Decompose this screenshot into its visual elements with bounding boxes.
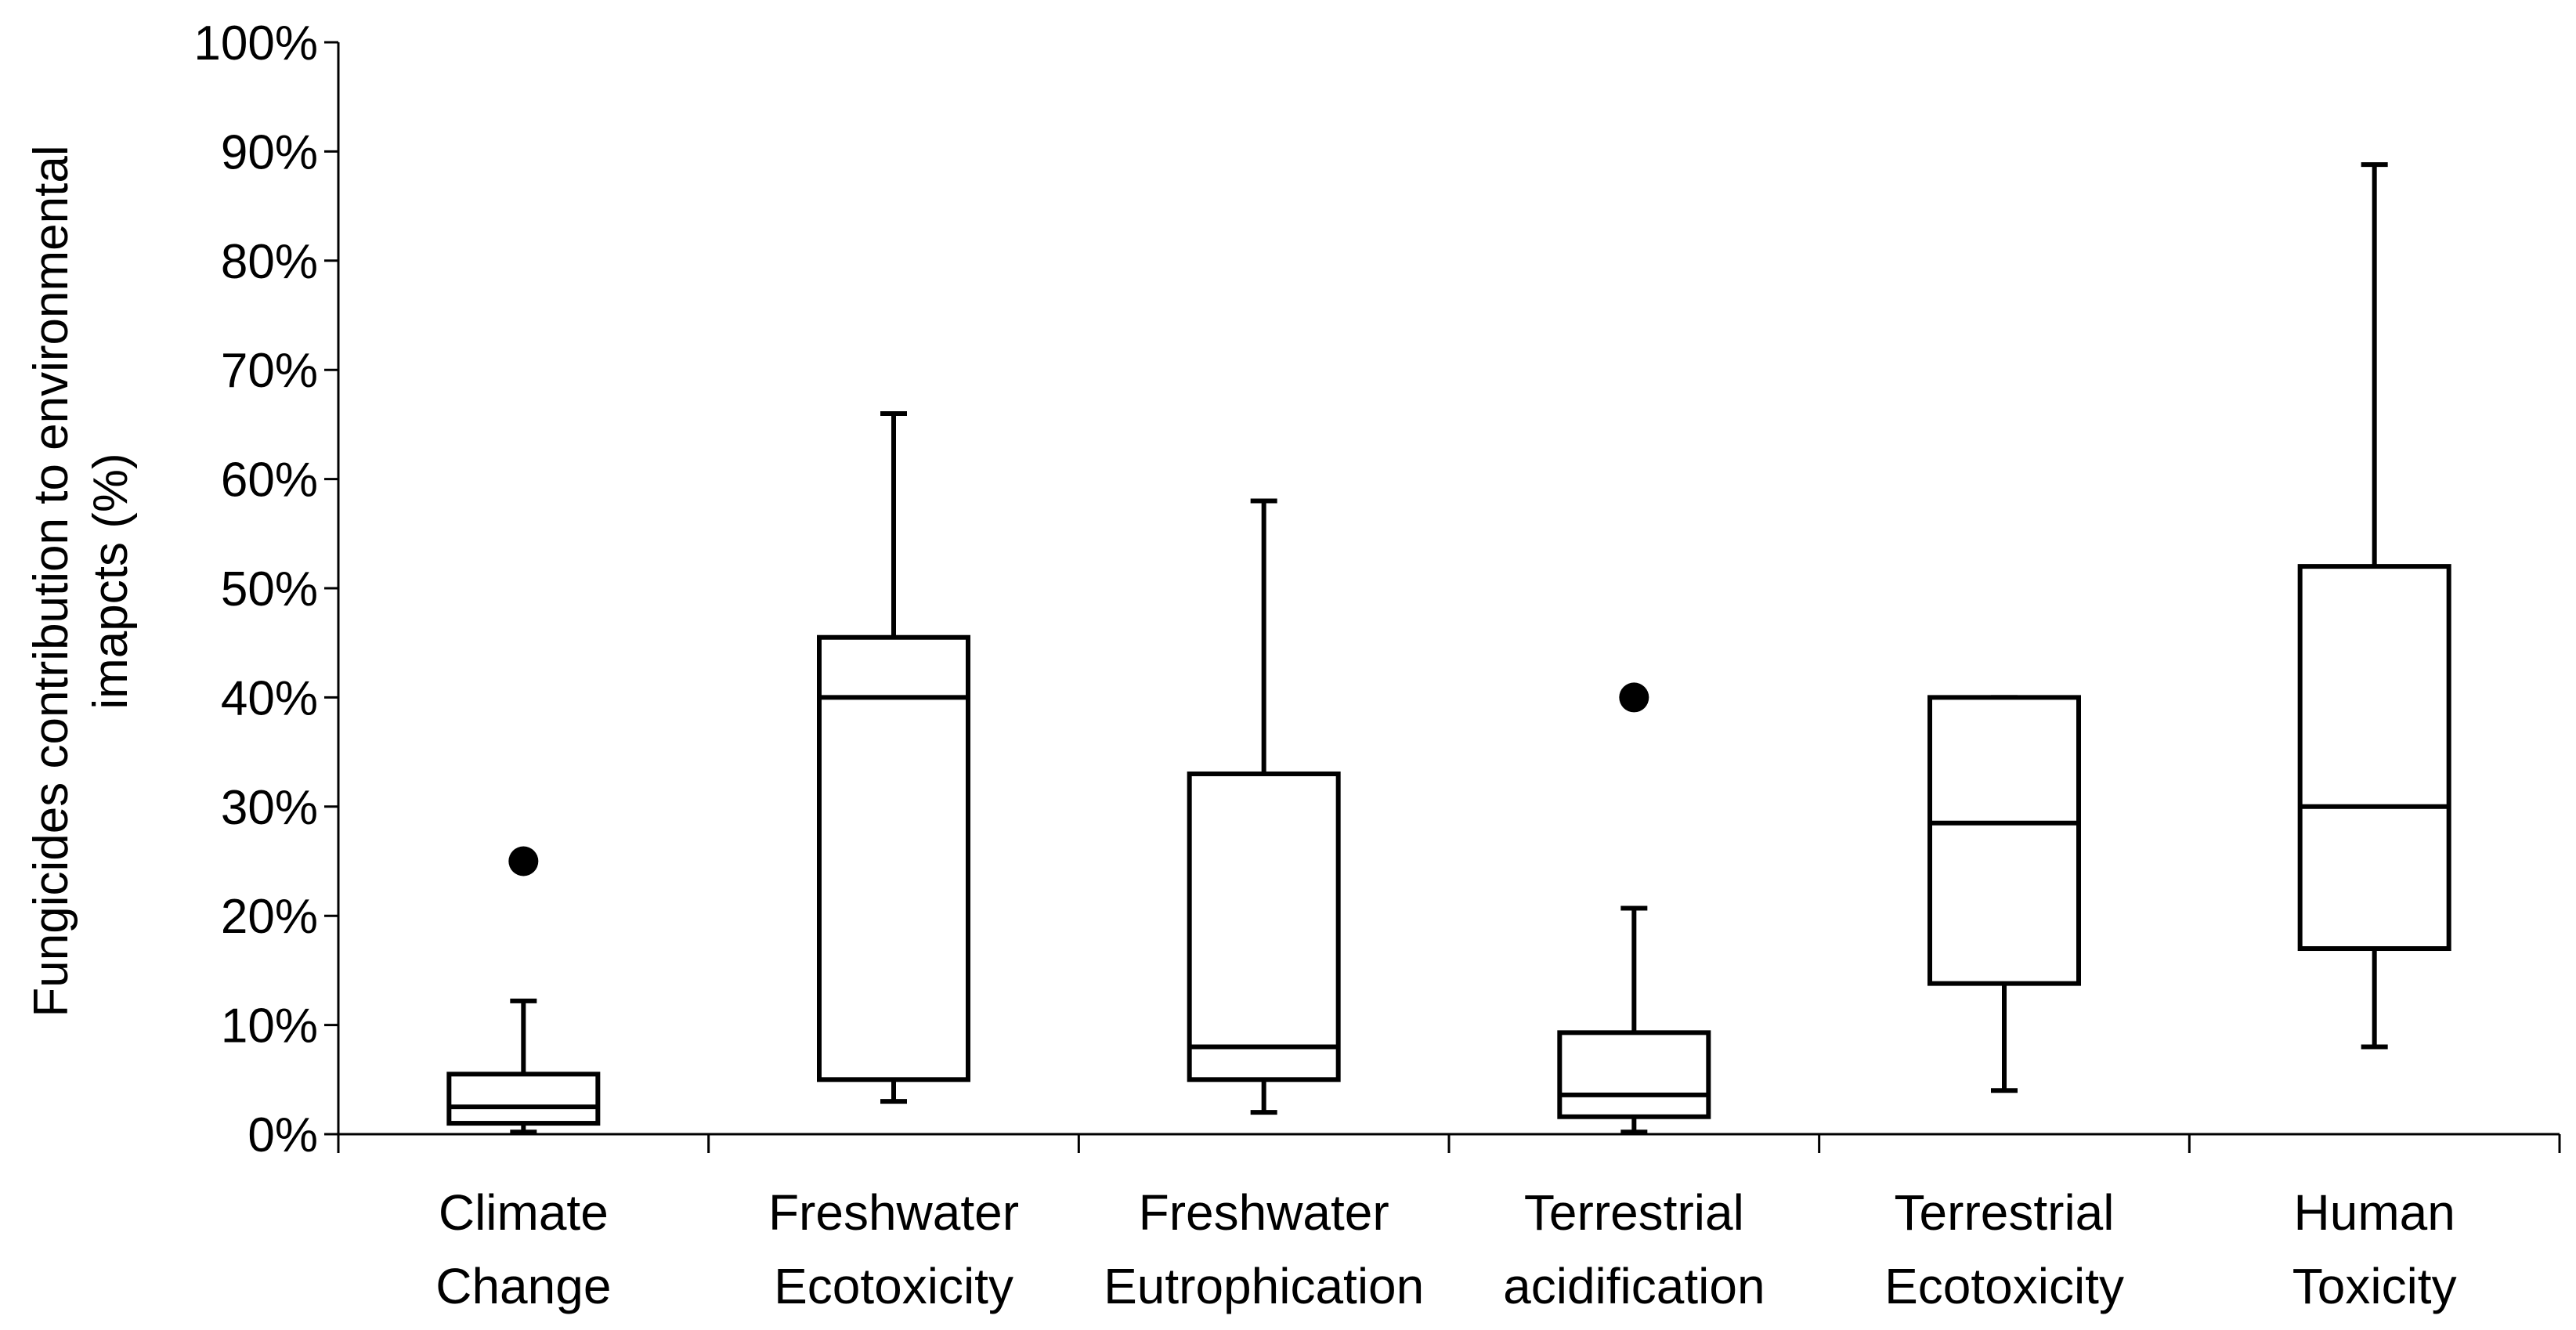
x-category-label: Eutrophication (1104, 1258, 1424, 1314)
box-3 (1187, 498, 1341, 1115)
x-category-label: Terrestrial (1895, 1184, 2115, 1241)
box-4 (1557, 682, 1711, 1135)
y-axis-title-line: imapcts (%) (84, 453, 138, 709)
y-tick-label: 40% (221, 671, 318, 725)
iqr-box (2297, 564, 2451, 952)
x-category-label: acidification (1503, 1258, 1765, 1314)
y-tick-label: 60% (221, 454, 318, 508)
box-1 (446, 846, 601, 1135)
iqr-box (1187, 771, 1341, 1082)
iqr-box (446, 1072, 601, 1126)
iqr-box (1557, 1030, 1711, 1119)
outlier-point (508, 846, 539, 876)
x-category-label: Ecotoxicity (1884, 1258, 2124, 1314)
y-tick-label: 0% (247, 1108, 318, 1162)
y-axis-title-text: Fungicides contribution to environmental… (24, 145, 138, 1017)
x-axis: Climate Change Freshwater Ecotoxicity Freshw… (337, 1133, 2561, 1314)
x-category-label: Freshwater (768, 1184, 1019, 1241)
y-tick-label: 90% (221, 125, 318, 179)
y-axis: 0% 10% 20% 30% 40% 50% 60% 70% 80% 90% 100% (193, 16, 340, 1162)
box-6 (2297, 162, 2451, 1050)
box-5 (1927, 695, 2081, 1093)
y-tick-label: 100% (193, 16, 318, 70)
y-tick-label: 20% (221, 890, 318, 944)
iqr-box (817, 634, 970, 1082)
y-axis-title: Fungicides contribution to environmental… (24, 145, 138, 1017)
x-category-label: Terrestrial (1524, 1184, 1744, 1241)
box-series (446, 162, 2451, 1135)
y-tick-label: 10% (221, 999, 318, 1054)
box-2 (817, 410, 970, 1104)
x-category-label: Change (435, 1258, 611, 1314)
x-category-label: Freshwater (1139, 1184, 1389, 1241)
y-tick-label: 30% (221, 781, 318, 835)
x-category-label: Human (2294, 1184, 2455, 1241)
x-category-label: Toxicity (2292, 1258, 2457, 1314)
y-tick-label: 50% (221, 562, 318, 616)
iqr-box (1927, 695, 2081, 986)
x-category-label: Ecotoxicity (774, 1258, 1013, 1314)
y-tick-label: 70% (221, 344, 318, 398)
x-category-label: Climate (439, 1184, 609, 1241)
outlier-point (1619, 682, 1649, 713)
y-tick-label: 80% (221, 235, 318, 289)
y-axis-title-line: Fungicides contribution to environmental (24, 145, 78, 1017)
